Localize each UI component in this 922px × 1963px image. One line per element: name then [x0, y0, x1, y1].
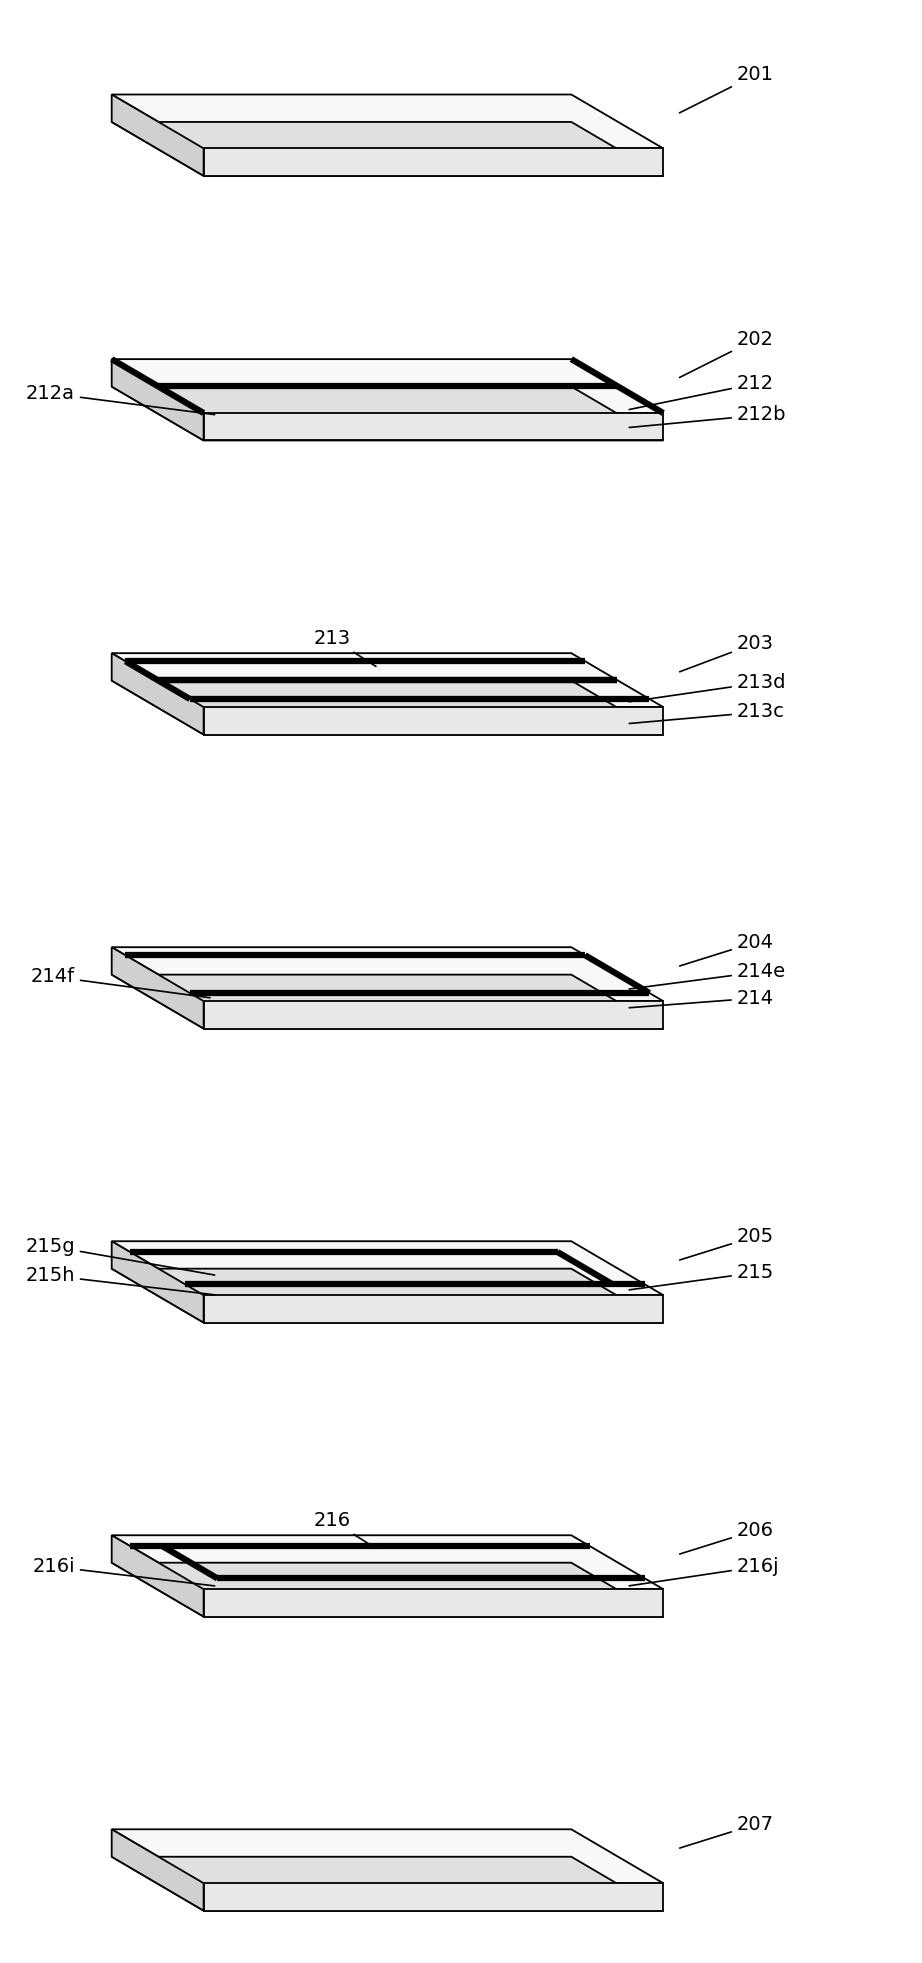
- Text: 202: 202: [680, 330, 774, 377]
- Polygon shape: [112, 1535, 663, 1590]
- Text: 212a: 212a: [26, 385, 215, 414]
- Polygon shape: [112, 1268, 663, 1323]
- Polygon shape: [112, 94, 663, 149]
- Text: 214f: 214f: [30, 968, 210, 997]
- Text: 214e: 214e: [629, 962, 786, 989]
- Text: 216i: 216i: [32, 1557, 215, 1586]
- Polygon shape: [112, 1241, 204, 1323]
- Polygon shape: [112, 359, 204, 440]
- Polygon shape: [112, 1857, 663, 1910]
- Text: 216: 216: [313, 1512, 376, 1549]
- Polygon shape: [112, 359, 663, 412]
- Text: 205: 205: [680, 1227, 774, 1260]
- Text: 201: 201: [680, 65, 774, 112]
- Text: 215h: 215h: [26, 1266, 215, 1296]
- Polygon shape: [112, 1241, 663, 1296]
- Polygon shape: [112, 94, 204, 177]
- Polygon shape: [112, 387, 663, 440]
- Text: 213c: 213c: [629, 703, 785, 724]
- Polygon shape: [112, 654, 663, 707]
- Text: 214: 214: [629, 989, 774, 1007]
- Text: 212b: 212b: [629, 406, 786, 428]
- Polygon shape: [204, 412, 663, 440]
- Text: 203: 203: [680, 634, 774, 671]
- Text: 207: 207: [680, 1816, 774, 1847]
- Text: 212: 212: [629, 375, 774, 410]
- Polygon shape: [112, 948, 663, 1001]
- Polygon shape: [204, 1001, 663, 1029]
- Polygon shape: [112, 122, 663, 177]
- Polygon shape: [112, 1830, 204, 1910]
- Polygon shape: [204, 149, 663, 177]
- Polygon shape: [112, 976, 663, 1029]
- Polygon shape: [112, 1535, 204, 1618]
- Polygon shape: [204, 707, 663, 734]
- Text: 206: 206: [680, 1521, 774, 1555]
- Text: 204: 204: [680, 932, 774, 966]
- Polygon shape: [204, 1590, 663, 1618]
- Text: 213: 213: [313, 628, 376, 665]
- Polygon shape: [112, 654, 204, 734]
- Polygon shape: [112, 948, 204, 1029]
- Polygon shape: [112, 681, 663, 734]
- Polygon shape: [112, 1563, 663, 1618]
- Text: 215: 215: [629, 1262, 774, 1290]
- Text: 216j: 216j: [629, 1557, 779, 1586]
- Polygon shape: [112, 1830, 663, 1883]
- Text: 213d: 213d: [629, 673, 786, 701]
- Polygon shape: [204, 1296, 663, 1323]
- Text: 215g: 215g: [25, 1237, 215, 1276]
- Polygon shape: [204, 1883, 663, 1910]
